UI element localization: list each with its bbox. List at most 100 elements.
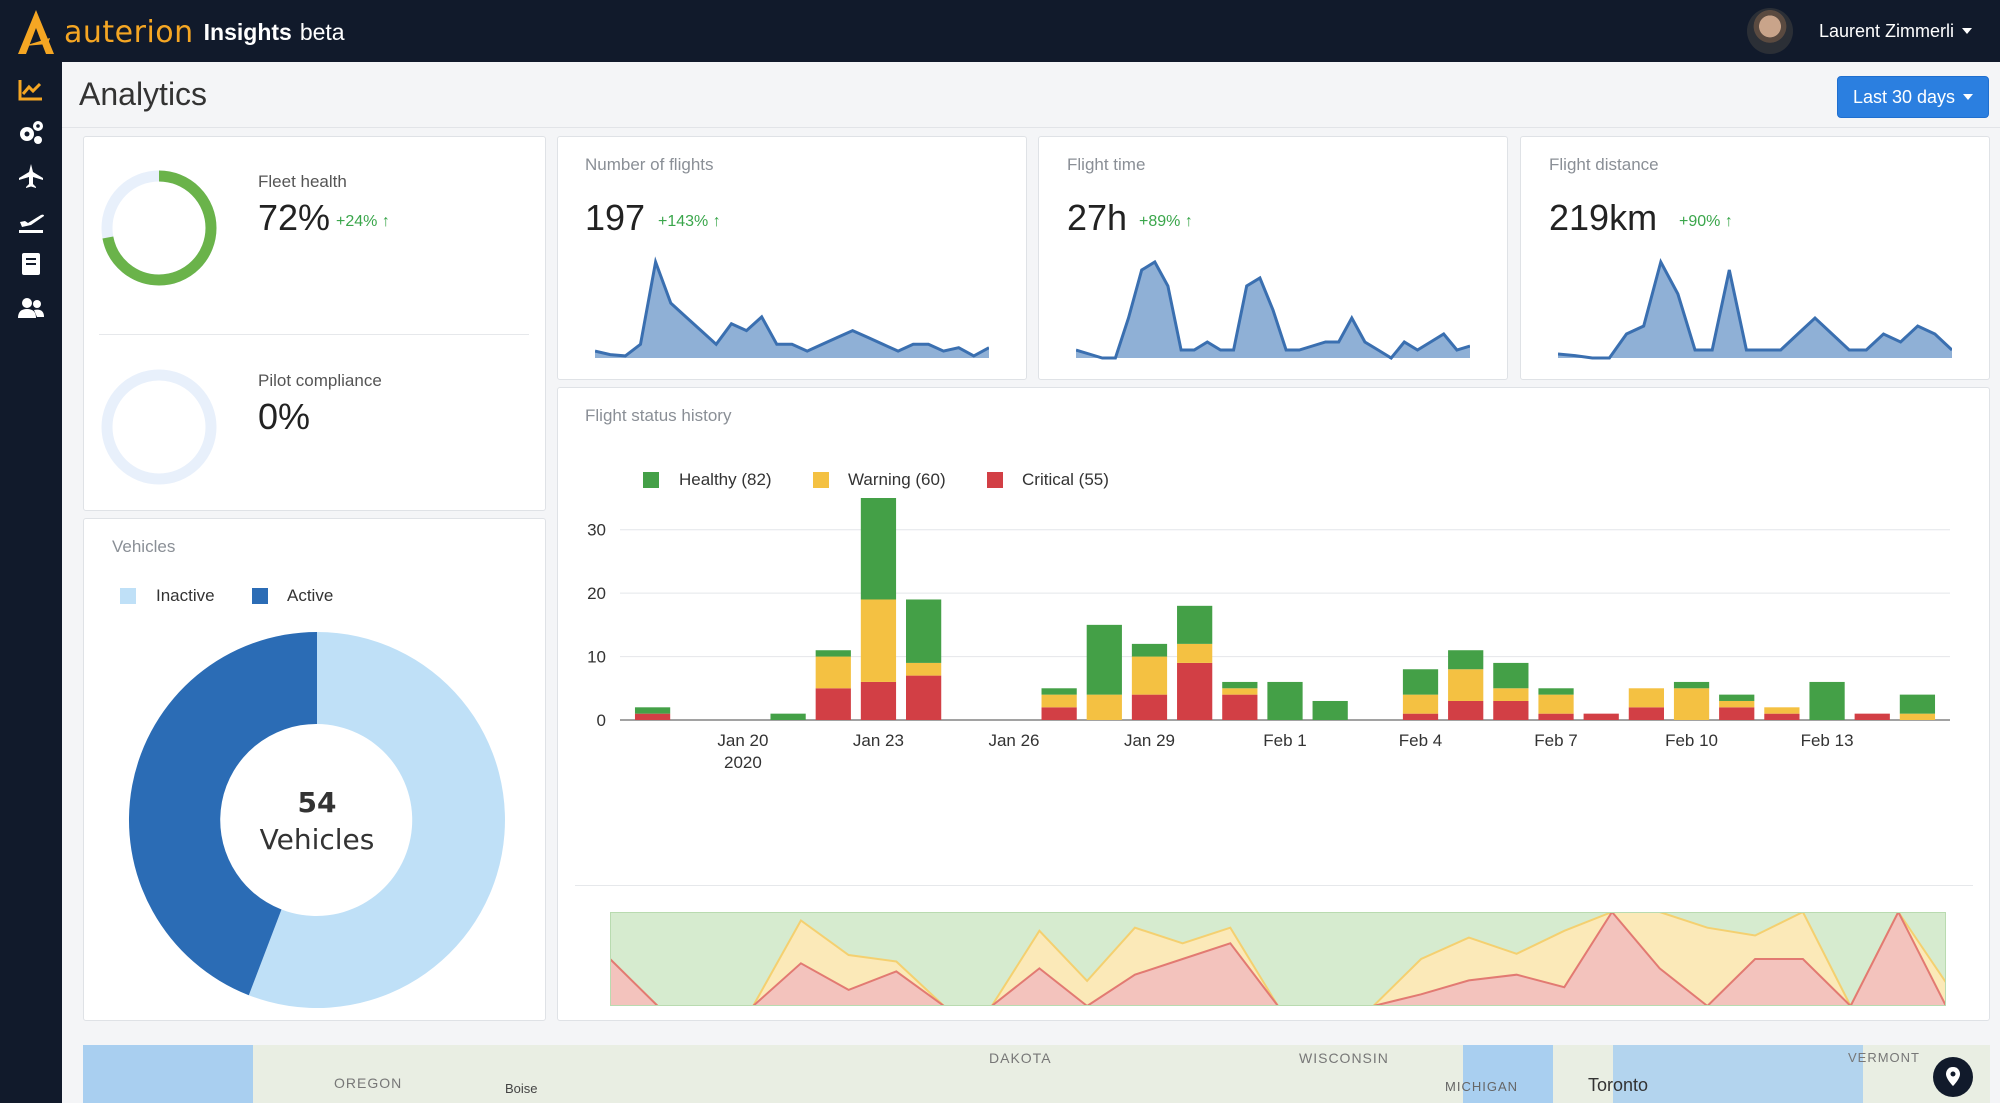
bar-segment[interactable] — [1899, 694, 1936, 714]
bar-segment[interactable] — [1448, 669, 1484, 701]
bar-segment[interactable] — [906, 662, 942, 676]
pilot-compliance-gauge — [101, 369, 217, 485]
bar-segment[interactable] — [1041, 688, 1077, 695]
legend-active-swatch — [252, 588, 268, 604]
bar-segment[interactable] — [1402, 694, 1439, 714]
bar-segment[interactable] — [1222, 688, 1258, 695]
users-icon[interactable] — [17, 294, 45, 322]
bar-segment[interactable] — [1448, 650, 1484, 670]
bar-segment[interactable] — [1583, 713, 1619, 720]
bar-segment[interactable] — [1899, 713, 1936, 720]
plane-departure-icon[interactable] — [17, 206, 45, 234]
x-tick-label: Feb 7 — [1534, 731, 1577, 750]
range-critical-area — [610, 912, 1946, 1006]
bar-segment[interactable] — [634, 707, 671, 714]
bar-segment[interactable] — [906, 599, 942, 663]
flights-map[interactable]: OREGON Boise DAKOTA WISCONSIN MICHIGAN T… — [83, 1045, 1990, 1103]
bar-segment[interactable] — [1312, 700, 1348, 720]
range-warning-line — [610, 912, 1946, 1006]
flight-time-card: Flight time 27h +89% ↑ — [1038, 136, 1508, 380]
bar-segment[interactable] — [815, 688, 851, 720]
bar-segment[interactable] — [1177, 643, 1213, 663]
donut-slice-inactive[interactable] — [248, 632, 505, 1008]
pilot-compliance-label: Pilot compliance — [258, 371, 382, 390]
bar-segment[interactable] — [634, 713, 671, 720]
bar-segment[interactable] — [1222, 694, 1258, 720]
legend-warning-label[interactable]: Warning (60) — [848, 470, 946, 489]
bar-segment[interactable] — [1719, 700, 1755, 708]
bar-segment[interactable] — [1764, 707, 1800, 714]
chart-divider — [575, 885, 1973, 886]
bar-segment[interactable] — [815, 650, 851, 657]
user-menu[interactable]: Laurent Zimmerli — [1746, 8, 1972, 54]
avatar[interactable] — [1746, 8, 1793, 54]
bar-segment[interactable] — [1177, 662, 1213, 720]
bar-segment[interactable] — [860, 681, 897, 720]
bar-segment[interactable] — [1854, 713, 1890, 720]
bar-segment[interactable] — [1493, 700, 1529, 720]
bar-segment[interactable] — [1538, 688, 1574, 695]
brand[interactable]: auterion Insights beta — [14, 8, 345, 56]
auterion-logo-icon — [18, 10, 54, 54]
chevron-down-icon[interactable] — [1962, 28, 1972, 34]
x-tick-label: Jan 26 — [988, 731, 1039, 750]
flight-distance-delta: +90% ↑ — [1679, 213, 1733, 230]
bar-segment[interactable] — [1764, 713, 1800, 720]
header-divider — [62, 127, 2000, 128]
bar-segment[interactable] — [1086, 624, 1122, 695]
bar-segment[interactable] — [1628, 707, 1664, 720]
page-title: Analytics — [79, 76, 208, 112]
brand-product: Insights — [203, 18, 292, 45]
donut-slice-active[interactable] — [128, 632, 317, 996]
bar-segment[interactable] — [1719, 694, 1755, 701]
user-name[interactable]: Laurent Zimmerli — [1818, 20, 1954, 41]
bar-segment[interactable] — [1041, 694, 1077, 708]
bar-segment[interactable] — [1628, 688, 1664, 708]
bar-segment[interactable] — [1086, 694, 1122, 720]
chevron-down-icon[interactable] — [1963, 94, 1974, 100]
legend-active-label[interactable]: Active — [287, 586, 334, 605]
bar-segment[interactable] — [1493, 662, 1529, 689]
bar-segment[interactable] — [1131, 643, 1168, 657]
bar-segment[interactable] — [1402, 669, 1439, 695]
bar-segment[interactable] — [1719, 707, 1755, 720]
legend-warning-swatch — [813, 472, 829, 488]
bar-segment[interactable] — [815, 656, 851, 689]
bar-segment[interactable] — [1538, 713, 1574, 720]
bar-segment[interactable] — [1131, 656, 1168, 695]
map-pin-button[interactable] — [1933, 1057, 1973, 1097]
bar-segment[interactable] — [1222, 681, 1258, 689]
legend-inactive-swatch — [120, 588, 136, 604]
bar-segment[interactable] — [1131, 694, 1168, 720]
bar-segment[interactable] — [1448, 700, 1484, 720]
gears-icon[interactable] — [17, 118, 45, 146]
flights-value: 197 — [585, 197, 646, 238]
bar-segment[interactable] — [770, 713, 806, 720]
bar-segment[interactable] — [1538, 694, 1574, 714]
bar-segment[interactable] — [1267, 681, 1303, 720]
date-range-dropdown[interactable]: Last 30 days — [1837, 76, 1989, 118]
analytics-icon[interactable] — [17, 76, 45, 104]
sparkline-area — [1558, 262, 1952, 358]
bar-segment[interactable] — [906, 675, 942, 720]
bar-segment[interactable] — [1041, 707, 1077, 720]
bar-segment[interactable] — [1402, 713, 1439, 720]
airplane-icon[interactable] — [17, 162, 45, 190]
flight-distance-sparkline — [1558, 257, 1952, 360]
range-selector-chart[interactable] — [610, 912, 1946, 1006]
x-tick-label: Feb 13 — [1801, 731, 1854, 750]
bar-segment[interactable] — [1177, 605, 1213, 644]
bar-segment[interactable] — [1493, 688, 1529, 701]
bar-segment[interactable] — [1673, 681, 1710, 689]
status-history-label: Flight status history — [585, 406, 732, 425]
date-range-label[interactable]: Last 30 days — [1852, 86, 1956, 107]
bar-segment[interactable] — [1809, 681, 1845, 720]
bar-segment[interactable] — [860, 498, 897, 600]
legend-inactive-label[interactable]: Inactive — [156, 586, 215, 605]
flights-label: Number of flights — [585, 155, 714, 174]
legend-healthy-label[interactable]: Healthy (82) — [679, 470, 772, 489]
legend-critical-label[interactable]: Critical (55) — [1022, 470, 1109, 489]
bar-segment[interactable] — [860, 599, 897, 682]
book-icon[interactable] — [17, 250, 45, 278]
bar-segment[interactable] — [1673, 688, 1710, 720]
